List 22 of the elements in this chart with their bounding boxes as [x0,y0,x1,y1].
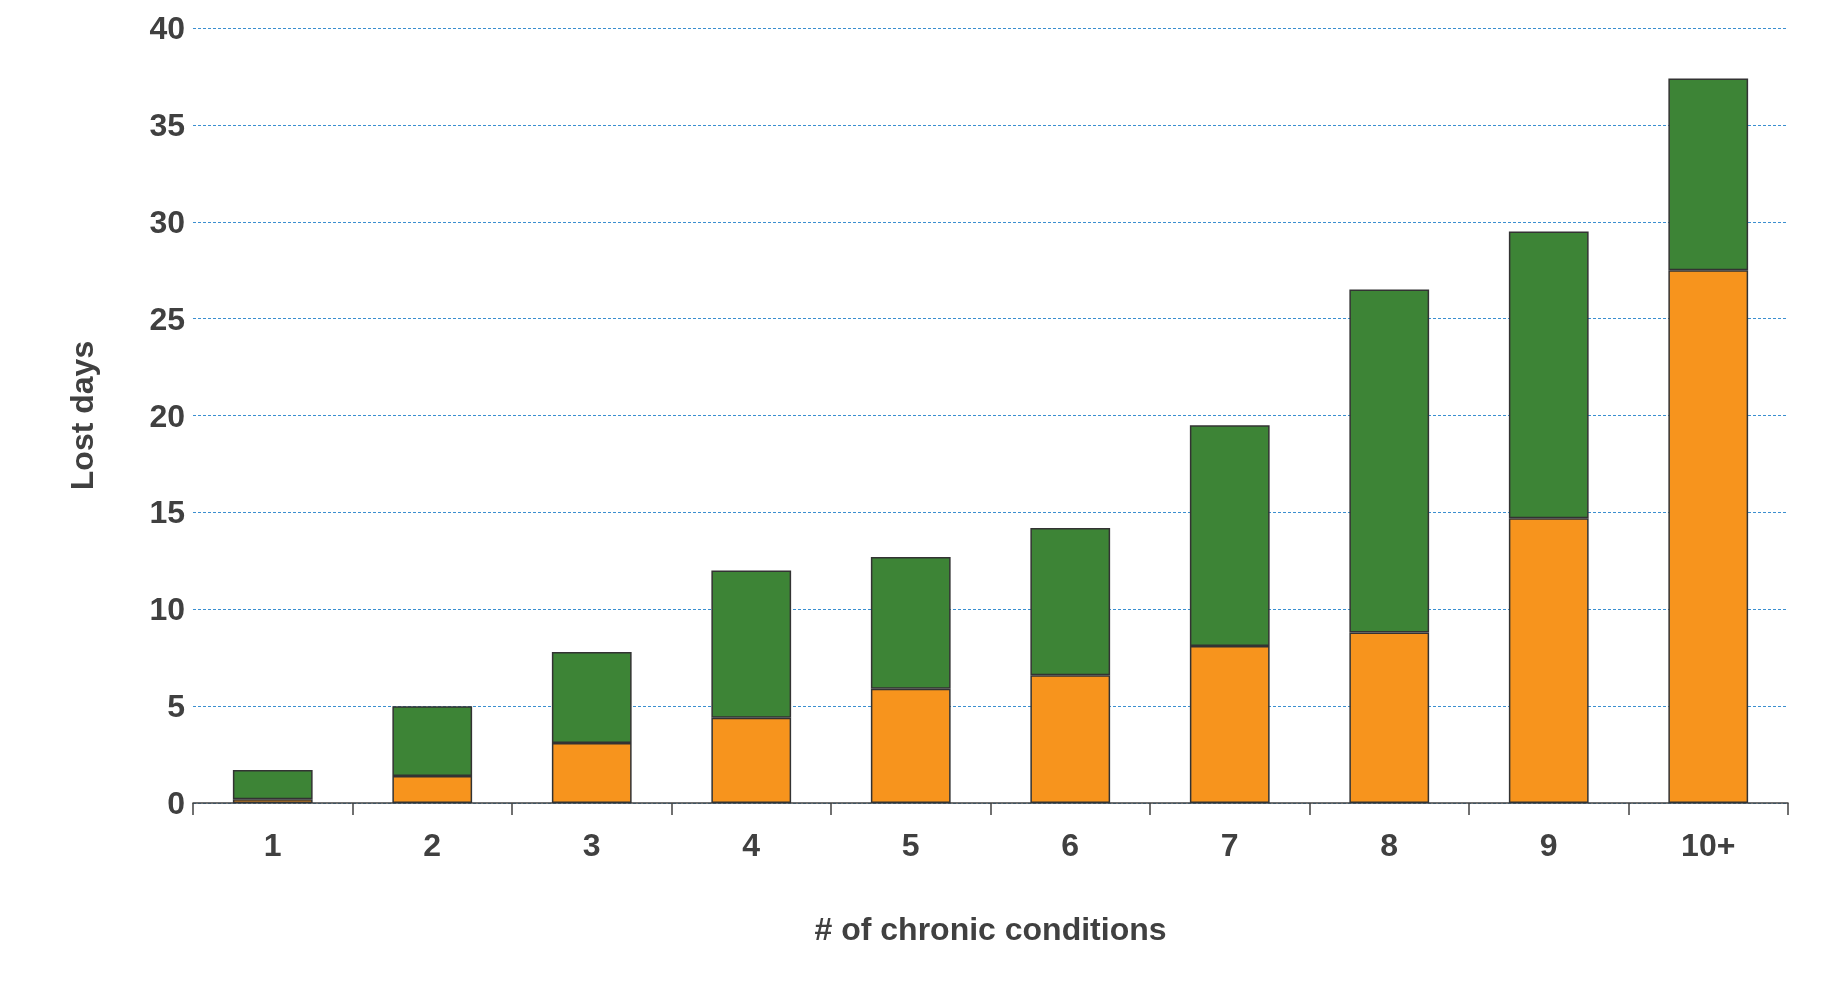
y-tick-label: 10 [149,591,185,628]
y-tick-label: 35 [149,106,185,143]
y-axis-title: Lost days [64,340,100,491]
x-tick-label: 7 [1220,827,1239,863]
x-tick-label: 10+ [1681,827,1736,863]
x-tick-label: 6 [1061,827,1080,863]
y-tick-label: 25 [149,300,185,337]
y-tick-label: 30 [149,203,185,240]
x-tick-label: 2 [423,827,442,863]
x-tick-label: 3 [582,827,601,863]
x-tick-label: 4 [742,827,761,863]
x-tick-label: 8 [1380,827,1399,863]
x-tick-label: 9 [1539,827,1558,863]
x-axis-title: # of chronic conditions [814,911,1167,947]
y-tick-label: 15 [149,494,185,531]
y-tick-label: 5 [167,688,185,725]
bar [232,770,313,800]
x-tick-label: 1 [263,827,282,863]
y-tick-label: 20 [149,397,185,434]
x-tick-label: 5 [901,827,920,863]
y-tick-label: 0 [167,785,185,821]
y-tick-label: 40 [149,10,185,46]
